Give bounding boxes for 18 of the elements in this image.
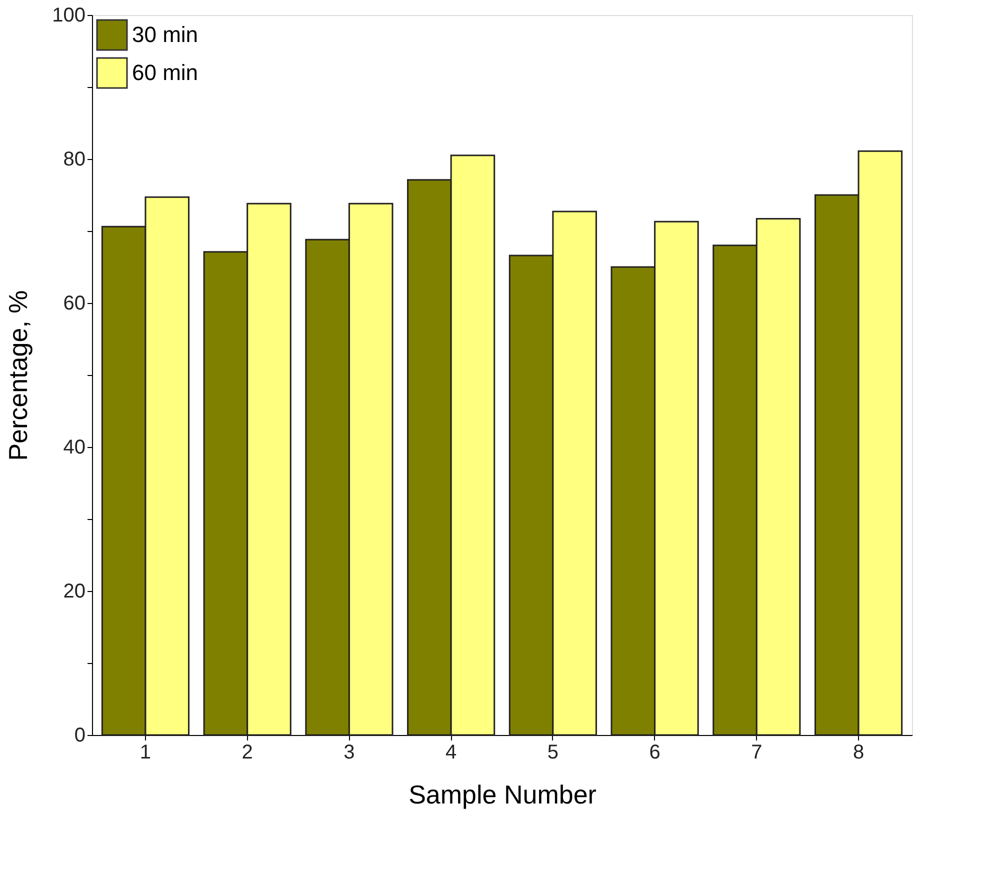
x-tick-label: 4 [446, 742, 457, 764]
x-tick-label: 3 [344, 742, 355, 764]
x-tick-label: 2 [242, 742, 253, 764]
y-tick-label: 20 [63, 580, 86, 602]
y-axis-title: Percentage, % [3, 290, 34, 461]
x-axis-title: Sample Number [408, 780, 597, 810]
legend-label: 60 min [132, 60, 198, 85]
y-tick-label: 80 [63, 148, 86, 170]
x-tick-label: 5 [547, 742, 558, 764]
x-tick-label: 6 [649, 742, 660, 764]
x-tick-label: 1 [140, 742, 152, 764]
y-tick-label: 60 [63, 292, 86, 314]
x-tick-label: 8 [852, 742, 864, 764]
legend-label: 30 min [132, 22, 198, 47]
y-tick-label: 100 [52, 4, 86, 26]
y-tick-label: 40 [63, 436, 86, 458]
x-tick-label: 7 [751, 742, 762, 764]
y-tick-label: 0 [74, 724, 86, 746]
